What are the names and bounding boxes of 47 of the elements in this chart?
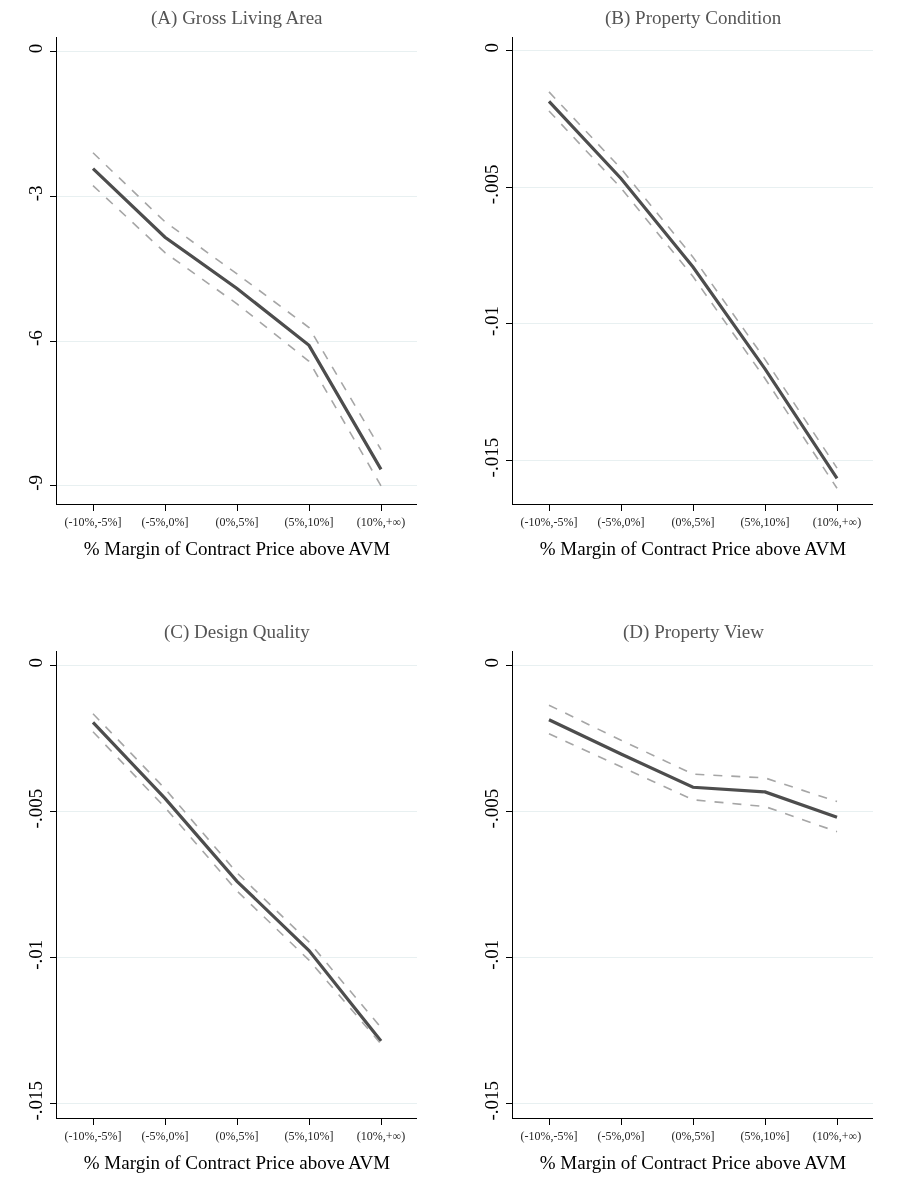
line-series <box>548 733 838 833</box>
x-tick-label: (-10%,-5%] <box>520 514 578 529</box>
y-tick-label: -.005 <box>25 788 47 829</box>
y-tick-label: -.005 <box>481 164 503 205</box>
x-tick-label: (-10%,-5%] <box>64 514 122 529</box>
x-tick-label: (0%,5%] <box>671 1128 715 1143</box>
x-tick-label: (-5%,0%] <box>597 514 645 529</box>
y-tick-label: 0 <box>25 43 47 54</box>
x-axis-title: % Margin of Contract Price above AVM <box>539 538 847 560</box>
x-axis-title: % Margin of Contract Price above AVM <box>539 1152 847 1174</box>
y-tick-label: -.005 <box>481 788 503 829</box>
line-series <box>547 718 839 819</box>
x-tick-label: (5%,10%] <box>740 514 790 529</box>
x-tick-label: (-5%,0%] <box>141 1128 189 1143</box>
y-tick-label: -9 <box>25 475 47 491</box>
x-tick-label: (0%,5%] <box>215 1128 259 1143</box>
x-tick-label: (10%,+∞) <box>812 514 862 529</box>
line-series <box>548 704 838 803</box>
x-tick-label: (-5%,0%] <box>141 514 189 529</box>
chart-title: (C) Design Quality <box>164 621 311 643</box>
y-tick-label: -6 <box>25 330 47 347</box>
y-tick-label: 0 <box>25 657 47 668</box>
y-tick-label: -.01 <box>481 939 503 970</box>
chart-title: (D) Property View <box>623 621 765 643</box>
chart-title: (A) Gross Living Area <box>151 7 324 29</box>
y-tick-label: 0 <box>481 657 503 668</box>
x-tick-label: (-10%,-5%] <box>520 1128 578 1143</box>
x-tick-label: (5%,10%] <box>284 1128 334 1143</box>
x-tick-label: (5%,10%] <box>284 514 334 529</box>
x-tick-label: (-5%,0%] <box>597 1128 645 1143</box>
x-tick-label: (0%,5%] <box>215 514 259 529</box>
y-tick-label: -.015 <box>481 1080 503 1121</box>
y-tick-label: -.01 <box>481 305 503 337</box>
x-tick-label: (0%,5%] <box>671 514 715 529</box>
x-axis-title: % Margin of Contract Price above AVM <box>83 538 391 560</box>
y-tick-label: -.01 <box>25 939 47 970</box>
y-tick-label: 0 <box>481 43 503 53</box>
x-tick-label: (10%,+∞) <box>356 514 406 529</box>
x-tick-label: (10%,+∞) <box>812 1128 862 1143</box>
chart-title: (B) Property Condition <box>605 7 782 29</box>
x-tick-label: (-10%,-5%] <box>64 1128 122 1143</box>
y-tick-label: -3 <box>25 185 47 202</box>
y-tick-label: -.015 <box>25 1080 47 1121</box>
x-tick-label: (10%,+∞) <box>356 1128 406 1143</box>
x-axis-title: % Margin of Contract Price above AVM <box>83 1152 391 1174</box>
x-tick-label: (5%,10%] <box>740 1128 790 1143</box>
y-tick-label: -.015 <box>481 437 503 478</box>
